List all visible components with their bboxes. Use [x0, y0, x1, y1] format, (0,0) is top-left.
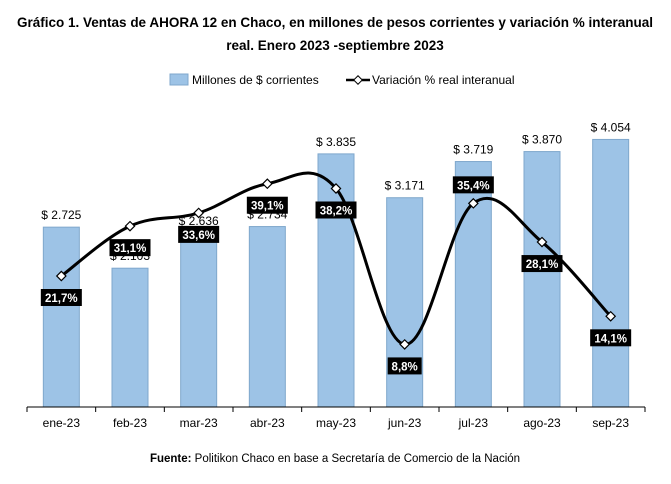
bar-jun-23	[386, 197, 424, 408]
bar-label-sep-23: $ 4.054	[591, 120, 631, 134]
bar-ago-23	[523, 151, 561, 408]
variation-markers	[55, 178, 617, 350]
variation-label-box-may-23	[315, 201, 357, 219]
legend-bar-swatch	[169, 73, 189, 86]
source-note: Fuente: Politikon Chaco en base a Secret…	[150, 453, 520, 465]
bar-mar-23	[180, 232, 218, 408]
variation-label-may-23: 38,2%	[320, 205, 353, 217]
bar-label-ago-23: $ 3.870	[522, 133, 562, 147]
x-axis-ticks	[26, 407, 646, 412]
variation-label-box-sep-23	[590, 329, 632, 347]
bar-label-may-23: $ 3.835	[316, 135, 356, 149]
marker-mar-23	[193, 207, 205, 219]
marker-feb-23	[124, 220, 136, 232]
marker-sep-23	[605, 310, 617, 322]
marker-jun-23	[399, 338, 411, 350]
variation-label-box-abr-23	[246, 196, 288, 214]
x-tick-label-feb-23: feb-23	[113, 416, 147, 430]
marker-abr-23	[261, 178, 273, 190]
bar-sep-23	[592, 138, 630, 408]
variation-label-abr-23: 39,1%	[251, 201, 284, 213]
variation-label-box-jul-23	[452, 176, 494, 194]
legend-line-marker	[353, 75, 363, 85]
bar-label-mar-23: $ 2.636	[179, 214, 219, 228]
variation-label-ago-23: 28,1%	[526, 259, 559, 271]
chart-title-line-2: real. Enero 2023 -septiembre 2023	[226, 38, 444, 53]
legend-line-label: Variación % real interanual	[372, 73, 515, 87]
variation-label-box-feb-23	[109, 239, 151, 257]
x-tick-label-may-23: may-23	[316, 416, 356, 430]
marker-ene-23	[55, 270, 67, 282]
bar-series	[42, 138, 630, 408]
bar-feb-23	[111, 267, 149, 408]
variation-label-sep-23: 14,1%	[594, 333, 627, 345]
variation-label-box-ago-23	[521, 255, 563, 273]
bar-abr-23	[248, 226, 286, 408]
variation-label-mar-23: 33,6%	[182, 230, 215, 242]
chart-legend: Millones de $ corrientes Variación % rea…	[169, 73, 515, 87]
marker-may-23	[330, 183, 342, 194]
x-tick-label-ago-23: ago-23	[523, 416, 561, 430]
variation-label-box-mar-23	[178, 225, 220, 243]
marker-ago-23	[536, 236, 548, 248]
variation-label-box-jun-23	[387, 357, 422, 375]
variation-label-feb-23: 31,1%	[114, 243, 147, 255]
x-tick-label-mar-23: mar-23	[180, 416, 218, 430]
x-tick-label-abr-23: abr-23	[250, 416, 285, 430]
variation-label-box-ene-23	[40, 289, 82, 307]
bar-label-jul-23: $ 3.719	[453, 143, 493, 157]
marker-jul-23	[467, 197, 479, 209]
variation-label-jun-23: 8,8%	[392, 361, 418, 373]
legend-bar-label: Millones de $ corrientes	[192, 73, 319, 87]
x-tick-label-sep-23: sep-23	[592, 416, 629, 430]
variation-label-jul-23: 35,4%	[457, 180, 490, 192]
chart-title-line-1: Gráfico 1. Ventas de AHORA 12 en Chaco, …	[17, 15, 653, 30]
source-text: Politikon Chaco en base a Secretaría de …	[191, 453, 520, 465]
bar-data-labels: $ 2.725$ 2.103$ 2.636 $ 2.734$ 3.835$ 3.1…	[41, 120, 631, 263]
bar-ene-23	[42, 226, 80, 408]
variation-label-ene-23: 21,7%	[45, 293, 78, 305]
x-tick-label-jul-23: jul-23	[458, 416, 489, 430]
x-tick-label-ene-23: ene-23	[43, 416, 81, 430]
variation-data-labels: 21,7% 31,1% 33,6% 39,1% 38,2% 8,8% 35,4% 28,1% 1…	[40, 176, 632, 375]
bar-label-jun-23: $ 3.171	[385, 179, 425, 193]
source-prefix: Fuente:	[150, 453, 192, 465]
variation-line	[59, 171, 613, 346]
x-axis-tick-labels: ene-23 feb-23 mar-23 abr-23 may-23 jun-23 jul-…	[43, 416, 630, 430]
bar-label-ene-23: $ 2.725	[41, 208, 81, 222]
x-tick-label-jun-23: jun-23	[387, 416, 422, 430]
